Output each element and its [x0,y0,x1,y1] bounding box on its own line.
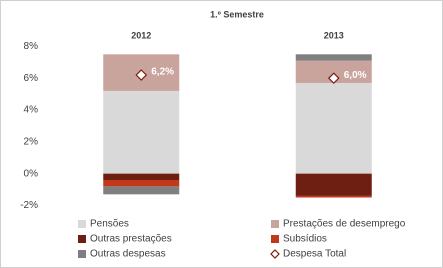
legend-swatch [271,220,279,228]
chart-title: 1.º Semestre [210,9,264,19]
legend-label: Outras prestações [90,234,172,245]
legend-swatch [78,250,86,258]
bar-segment [103,180,180,187]
bar-segment [295,60,372,83]
legend-swatch [271,235,279,243]
legend-swatch [78,220,86,228]
bar-segment [295,82,372,174]
legend-label: Prestações de desemprego [283,219,406,230]
total-marker [327,72,340,85]
bar-segment [103,186,180,195]
bar-segment [295,195,372,198]
category-label: 2012 [131,30,151,40]
y-tick-label: 4% [24,105,39,116]
bar-segment [295,173,372,196]
total-label: 6,0% [344,70,367,81]
legend-label: Pensões [90,219,129,230]
total-label: 6,2% [151,67,174,78]
bar-segment [103,90,180,174]
category-label: 2013 [324,30,344,40]
legend-marker [270,249,280,259]
bar-segment [295,54,372,61]
y-tick-label: 6% [24,73,39,84]
bar-segment [103,173,180,180]
legend-label: Despesa Total [283,249,346,260]
y-tick-label: -2% [20,200,38,211]
y-tick-label: 2% [24,136,39,147]
y-tick-label: 8% [24,41,39,52]
legend-label: Outras despesas [90,249,166,260]
total-marker [135,69,148,81]
legend-swatch [78,235,86,243]
y-tick-label: 0% [24,168,39,179]
legend-label: Subsídios [283,234,327,245]
